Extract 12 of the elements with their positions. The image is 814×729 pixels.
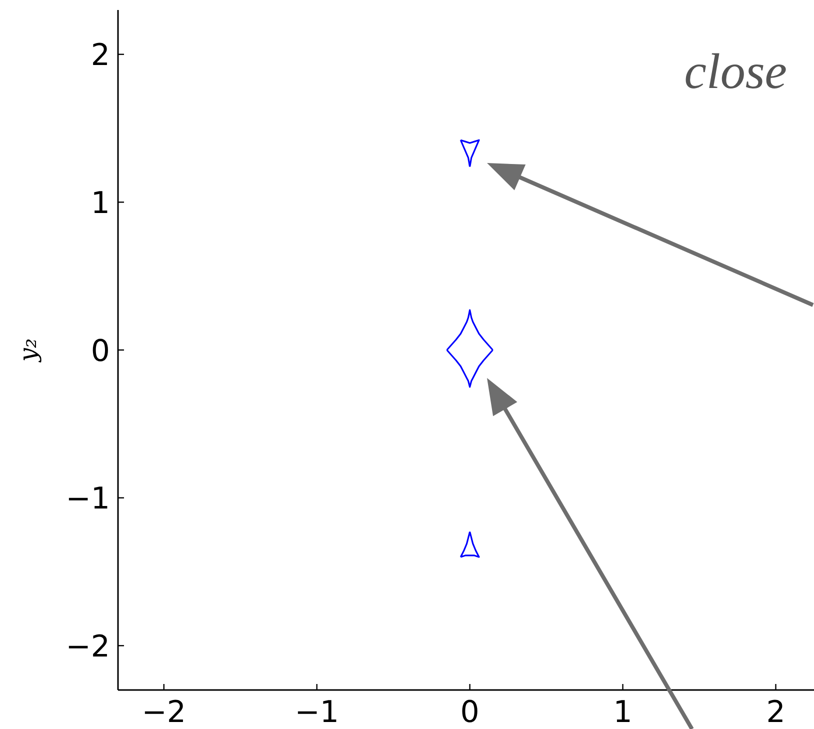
y-tick-label: 1 [90, 186, 110, 221]
x-tick-label: 1 [613, 694, 632, 729]
x-tick-label: −2 [142, 694, 186, 729]
annotation: close [684, 43, 787, 99]
y-axis-title: y₂ [14, 338, 42, 363]
y-tick-label: 0 [90, 334, 110, 369]
y-tick-label: −1 [66, 482, 110, 517]
x-tick-label: −1 [294, 694, 339, 729]
x-tick-label: 0 [460, 694, 480, 729]
y-tick-label: 2 [90, 38, 110, 74]
x-tick-label: 2 [766, 694, 786, 729]
y-tick-label: −2 [66, 629, 110, 664]
